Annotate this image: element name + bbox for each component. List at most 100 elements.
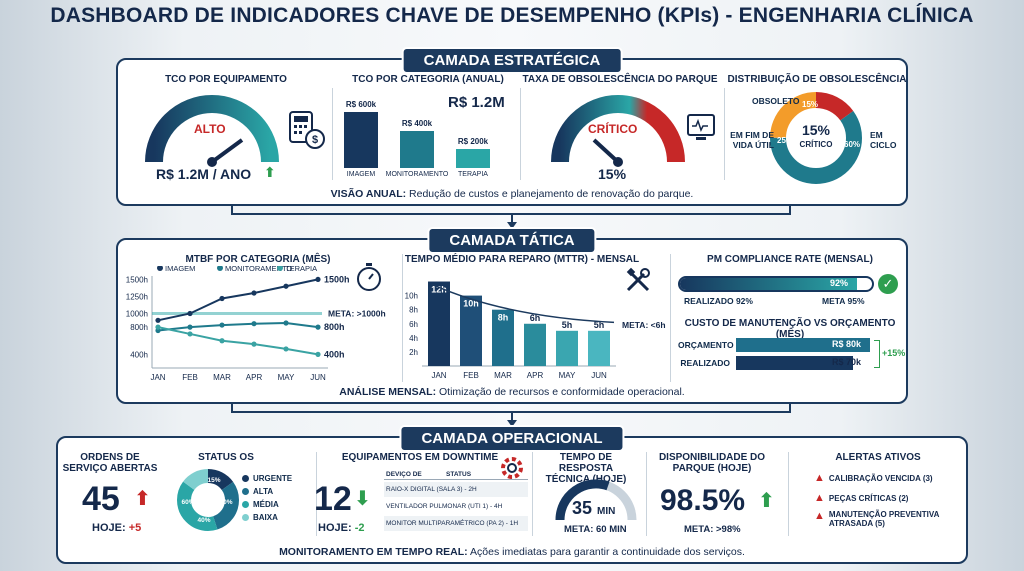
orders-title: ORDENS DE SERVIÇO ABERTAS <box>62 452 158 474</box>
mtbf-chart: 400h 800h 1000h 1250h 1500h JAN FEB MAR APR MAY JU… <box>126 266 386 382</box>
legend-marker <box>217 266 223 271</box>
legend-label: MÉDIA <box>253 500 279 509</box>
series-point <box>187 331 193 337</box>
donut-slice <box>177 469 239 531</box>
y-tick-label: 8h <box>409 306 418 315</box>
series-line <box>157 326 319 356</box>
series-line <box>157 322 319 332</box>
operational-layer-title: CAMADA OPERACIONAL <box>399 425 625 452</box>
status-slice-label: 60% <box>181 499 194 506</box>
y-tick-label: 800h <box>130 323 148 332</box>
legend-label: ALTA <box>253 487 274 496</box>
x-tick-label: JAN <box>431 371 446 380</box>
downtime-col-status: STATUS <box>446 471 472 478</box>
tco-gauge <box>145 95 279 167</box>
y-tick-label: 10h <box>405 292 418 301</box>
alert-item[interactable]: ▲ MANUTENÇÃO PREVENTIVA ATRASADA (5) <box>814 510 940 528</box>
y-tick-label: 1000h <box>126 309 148 318</box>
downtime-row: MONITOR MULTIPARAMÉTRICO (PA 2) - 1H <box>384 516 528 531</box>
mttr-bar-value: 8h <box>498 313 509 323</box>
status-legend-item: MÉDIA <box>242 500 302 509</box>
strategic-layer: CAMADA ESTRATÉGICA TCO POR EQUIPAMENTO A… <box>116 47 908 206</box>
pm-title: PM COMPLIANCE RATE (MENSAL) <box>707 254 873 265</box>
response-meta: META: 60 MIN <box>564 524 627 535</box>
status-legend-item: BAIXA <box>242 513 302 522</box>
y-tick-label: 400h <box>130 350 148 359</box>
mttr-bar-value: 5h <box>594 320 605 330</box>
budget-title: CUSTO DE MANUTENÇÃO VS ORÇAMENTO (MÊS) <box>684 318 896 340</box>
series-point <box>283 320 289 326</box>
warning-icon: ▲ <box>814 492 825 504</box>
budget-delta: +15% <box>882 348 906 358</box>
availability-meta: META: >98% <box>684 524 741 535</box>
series-end-label: 800h <box>324 322 345 332</box>
dashboard-title: DASHBOARD DE INDICADORES CHAVE DE DESEMP… <box>50 4 974 27</box>
gear-warning-icon <box>501 457 523 479</box>
legend-dot <box>242 501 249 508</box>
obsolescence-title: TAXA DE OBSOLESCÊNCIA DO PARQUE <box>522 74 718 85</box>
trend-up-red-icon: ⬆ <box>134 488 151 510</box>
budget-value-orcamento: R$ 80k <box>832 339 862 349</box>
distribution-label-cycle: EM CICLO <box>870 130 897 150</box>
response-value: 35 MIN <box>572 498 616 518</box>
status-legend-item: URGENTE <box>242 474 302 483</box>
x-tick-label: JUN <box>591 371 607 380</box>
operational-note: MONITORAMENTO EM TEMPO REAL: Ações imedi… <box>279 546 745 558</box>
series-point <box>187 310 193 317</box>
legend-label: BAIXA <box>253 513 278 522</box>
tactical-layer: CAMADA TÁTICA MTBF POR CATEGORIA (MÊS) 4… <box>116 227 908 404</box>
tco-equipment-title: TCO POR EQUIPAMENTO <box>165 74 287 85</box>
x-tick-label: MAY <box>278 373 295 382</box>
tactical-layer-title: CAMADA TÁTICA <box>427 227 597 254</box>
donut-slice <box>770 92 862 184</box>
tco-bar <box>456 149 490 168</box>
distribution-pct-end-of-life: 25% <box>777 136 794 145</box>
alert-item[interactable]: ▲ PEÇAS CRÍTICAS (2) <box>814 492 909 504</box>
trend-up-green-icon: ⬆ <box>758 490 775 512</box>
tco-bar-value: R$ 400k <box>401 118 433 128</box>
tco-bar-label: MONITORAMENTO <box>385 171 449 178</box>
x-tick-label: FEB <box>463 371 479 380</box>
x-tick-label: APR <box>527 371 544 380</box>
trend-down-icon: ⬇ <box>354 488 371 510</box>
series-point <box>251 341 257 347</box>
availability-title: DISPONIBILIDADE DO PARQUE (HOJE) <box>658 452 766 474</box>
mttr-bar <box>556 330 578 366</box>
warning-icon: ▲ <box>814 510 825 522</box>
tco-bar <box>400 130 434 168</box>
mttr-bar-value: 12h <box>431 285 447 295</box>
y-tick-label: 4h <box>409 334 418 343</box>
mttr-bar-value: 5h <box>562 320 573 330</box>
distribution-pct-cycle: 60% <box>844 140 861 149</box>
legend-marker <box>157 266 163 271</box>
distribution-donut <box>770 92 862 184</box>
legend-marker <box>277 266 283 271</box>
distribution-title: DISTRIBUIÇÃO DE OBSOLESCÊNCIA <box>727 74 907 85</box>
tco-level-label: ALTO <box>194 122 226 136</box>
status-slice-label: 40% <box>197 517 210 524</box>
series-point <box>155 317 161 323</box>
x-tick-label: MAY <box>559 371 576 380</box>
tco-category-title: TCO POR CATEGORIA (ANUAL) <box>352 74 504 85</box>
status-legend: URGENTE ALTA MÉDIA BAIXA <box>242 474 302 526</box>
y-tick-label: 6h <box>409 320 418 329</box>
alert-item[interactable]: ▲ CALIBRAÇÃO VENCIDA (3) <box>814 472 933 484</box>
legend-dot <box>242 514 249 521</box>
orders-value: 45 <box>82 480 120 518</box>
status-slice-label: 15% <box>207 477 220 484</box>
monitor-plug-icon <box>687 114 715 140</box>
series-point <box>283 346 289 352</box>
budget-label-orcamento: ORÇAMENTO <box>678 340 734 350</box>
x-tick-label: FEB <box>182 373 198 382</box>
mttr-bar <box>492 309 514 366</box>
series-point <box>251 290 257 296</box>
legend-label: TERAPIA <box>285 266 317 273</box>
mttr-bar <box>588 330 610 366</box>
mtbf-meta-label: META: >1000h <box>328 308 386 318</box>
x-tick-label: APR <box>246 373 263 382</box>
x-tick-label: MAR <box>494 371 512 380</box>
mttr-trend-line <box>431 283 615 324</box>
tco-bar-label: IMAGEM <box>346 171 376 178</box>
downtime-row: VENTILADOR PULMONAR (UTI 1) - 4H <box>386 503 503 510</box>
